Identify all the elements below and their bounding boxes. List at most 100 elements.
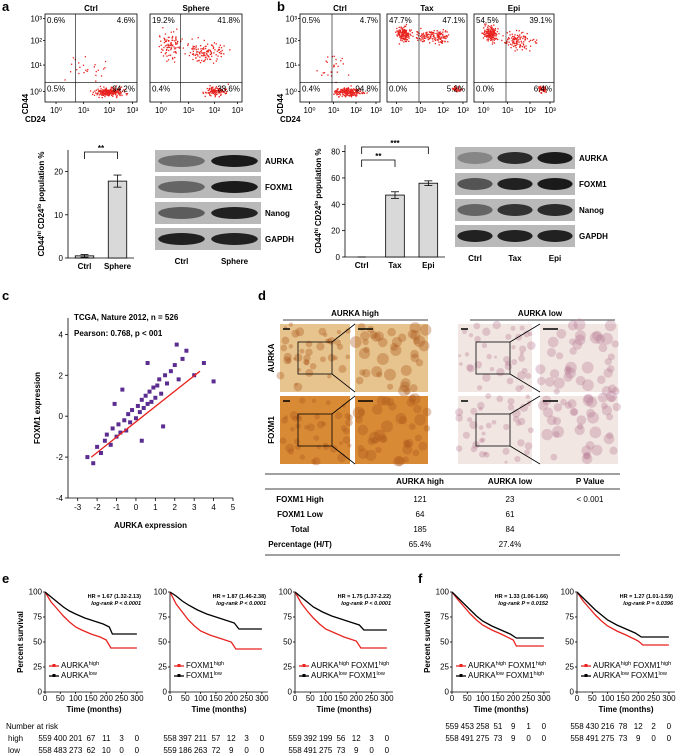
flow-event <box>512 45 515 47</box>
flow-event <box>110 88 112 90</box>
flow-event <box>405 36 408 38</box>
flow-event <box>175 39 177 41</box>
histology-texture <box>586 408 596 418</box>
flow-event <box>356 89 358 91</box>
histology-texture <box>283 352 292 362</box>
flow-event <box>164 53 167 55</box>
flow-event <box>211 86 214 89</box>
significance: ** <box>98 144 105 153</box>
flow-event <box>352 94 354 96</box>
risk-value: 0 <box>651 734 656 743</box>
flow-event <box>539 85 542 87</box>
legend-marker <box>302 664 306 667</box>
flow-event <box>493 39 495 42</box>
flow-event <box>483 33 485 35</box>
x-tick-label: 250 <box>240 694 254 703</box>
flow-event <box>492 41 494 43</box>
flow-event <box>343 94 345 96</box>
histology-texture <box>606 413 614 421</box>
flow-event <box>491 43 494 45</box>
flow-event <box>512 38 514 41</box>
point <box>139 397 144 402</box>
flow-event <box>171 39 173 41</box>
flow-event <box>218 96 220 98</box>
flow-event <box>409 33 411 35</box>
flow-event <box>506 41 508 43</box>
flow-event <box>533 38 535 41</box>
flow-event <box>399 39 402 41</box>
point <box>130 408 135 413</box>
flow-event <box>355 89 357 92</box>
flow-event <box>507 36 510 39</box>
point <box>118 430 123 435</box>
flow-event <box>175 52 177 54</box>
flow-event <box>408 29 411 31</box>
histology-texture <box>569 338 576 345</box>
flow-event <box>396 30 398 32</box>
flow-event <box>420 27 422 30</box>
flow-event <box>404 30 406 32</box>
flow-event <box>491 34 494 36</box>
flow-event <box>426 31 428 33</box>
flow-event <box>538 89 541 92</box>
x-tick-label: -2 <box>94 503 102 512</box>
flow-event <box>206 87 208 90</box>
flow-event <box>521 42 523 44</box>
flow-event <box>223 91 225 94</box>
x-tick-label: 0 <box>168 694 173 703</box>
point <box>145 401 150 406</box>
flow-event <box>482 37 485 39</box>
flow-event <box>436 30 438 32</box>
flow-event <box>209 58 211 60</box>
histology-texture <box>311 398 317 403</box>
histology-texture <box>567 320 578 331</box>
flow-event <box>514 45 517 47</box>
histology-texture <box>606 432 614 440</box>
flow-event <box>354 89 356 91</box>
histology-texture <box>474 360 483 369</box>
flow-event <box>436 33 439 35</box>
flow-event <box>423 39 425 42</box>
flow-event <box>513 40 515 42</box>
flow-event <box>221 49 223 52</box>
point <box>151 385 156 390</box>
flow-events <box>64 56 129 99</box>
histology-texture <box>503 356 511 364</box>
risk-value: 559 <box>445 722 459 731</box>
risk-value: 12 <box>352 734 361 743</box>
label-part: AURKA <box>311 671 339 680</box>
flow-event <box>101 96 103 99</box>
fit-line <box>90 370 201 458</box>
blot-band <box>457 178 493 190</box>
flow-event <box>345 89 348 92</box>
survival-curve <box>294 591 387 649</box>
flow-event <box>210 95 212 97</box>
flow-event <box>398 33 400 36</box>
histology-texture <box>299 397 306 404</box>
legend-label: AURKAlow FOXM1low <box>593 671 668 680</box>
flow-event <box>495 35 497 37</box>
histology-texture <box>358 347 371 359</box>
flow-event <box>100 93 102 95</box>
label-part: AURKA <box>61 661 89 670</box>
flow-event <box>401 27 404 30</box>
flow-event <box>118 88 120 90</box>
flow-event <box>542 88 545 90</box>
inset-box <box>297 413 333 447</box>
histology-texture <box>368 431 381 444</box>
flow-event <box>343 94 346 97</box>
flow-event <box>487 32 489 34</box>
histology-texture <box>570 408 579 416</box>
quadrant-value: 0.5% <box>47 85 65 94</box>
flow-event <box>487 35 490 37</box>
survival-curve <box>44 591 137 649</box>
flow-event <box>361 92 364 95</box>
flow-event <box>218 49 220 51</box>
flow-event <box>506 40 508 42</box>
flow-event <box>204 91 207 94</box>
flow-event <box>458 89 460 92</box>
significance: *** <box>390 139 400 148</box>
flow-event <box>340 60 342 62</box>
label-part: FOXM1 <box>186 661 214 670</box>
flow-event <box>426 37 428 39</box>
